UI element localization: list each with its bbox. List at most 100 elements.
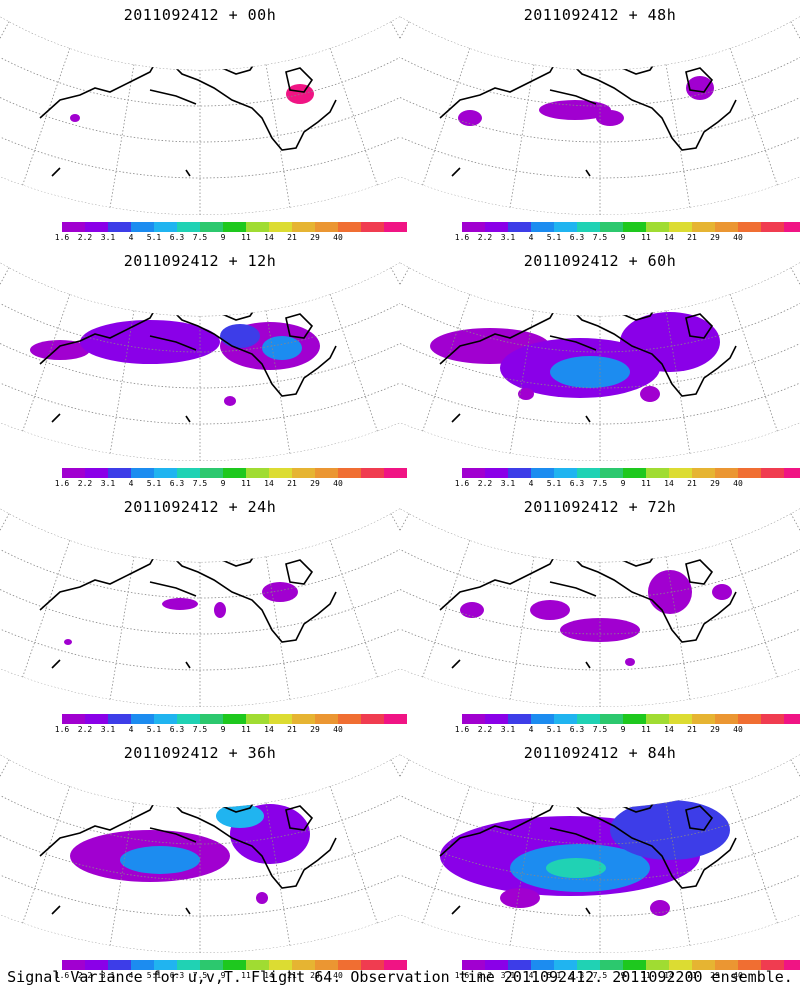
colorbar-tick-label: 29 [310,971,320,980]
latitude-circle [400,533,800,635]
colorbar-tick-label: 40 [733,725,743,734]
forecast-panel: 2011092412 + 12h 1.6 2.2 3.1 4 5.1 6.3 7.5 9 11 14… [0,246,407,488]
colorbar-swatch [761,468,784,478]
meridian-line [329,786,378,924]
colorbar-swatch [646,222,669,232]
colorbar [62,960,407,970]
colorbar-swatch [715,960,738,970]
colorbar-tick-label: 1.6 [54,971,70,980]
meridian-line [729,540,778,678]
colorbar-tick-label: 11 [641,971,651,980]
colorbar-tick-label: 7.5 [192,971,208,980]
colorbar-swatch [531,222,554,232]
colorbar-swatch [623,960,646,970]
colorbar-tick-label: 6.3 [169,479,185,488]
colorbar-swatch [200,222,223,232]
colorbar-swatch [108,222,131,232]
colorbar-swatch [154,222,177,232]
colorbar-tick-label: 4 [528,725,534,734]
colorbar-swatch [761,222,784,232]
colorbar-swatch [784,468,800,478]
colorbar-tick-label: 7.5 [592,479,608,488]
colorbar-swatch [131,222,154,232]
latitude-circle [400,259,800,353]
colorbar-tick-label: 9 [620,971,626,980]
latitude-circle [0,41,400,143]
colorbar-tick-label: 11 [241,233,251,242]
colorbar [62,714,407,724]
colorbar-tick-label: 3.1 [500,479,516,488]
colorbar-tick-label: 14 [264,233,274,242]
panel-title: 2011092412 + 72h [523,498,677,516]
colorbar-swatch [784,960,800,970]
colorbar-tick-labels: 1.6 2.2 3.1 4 5.1 6.3 7.5 9 11 14 21 29 40 [455,233,800,245]
colorbar-tick-label: 21 [687,233,697,242]
colorbar-tick-labels: 1.6 2.2 3.1 4 5.1 6.3 7.5 9 11 14 21 29 40 [55,479,407,491]
forecast-panel: 2011092412 + 00h 1.6 2.2 3.1 4 5.1 6.3 7.5 9 11 14… [0,0,407,242]
colorbar-tick-label: 7.5 [192,725,208,734]
variance-plume [546,858,606,878]
colorbar-swatch [738,960,761,970]
colorbar-tick-label: 9 [620,725,626,734]
polar-stereographic-map [400,492,800,707]
variance-plume [500,888,540,908]
colorbar-tick-label: 3.1 [100,725,116,734]
colorbar-swatch [577,714,600,724]
latitude-circle [0,13,400,107]
colorbar-tick-label: 3.1 [100,971,116,980]
colorbar-tick-labels: 1.6 2.2 3.1 4 5.1 6.3 7.5 9 11 14 21 29 40 [455,725,800,737]
colorbar-swatch [508,714,531,724]
colorbar-swatch [531,960,554,970]
colorbar-tick-label: 11 [641,725,651,734]
colorbar-tick-label: 21 [287,479,297,488]
colorbar [462,714,800,724]
colorbar-swatch [508,222,531,232]
meridian-line [265,64,291,208]
latitude-circle [0,779,400,881]
colorbar-swatch [761,960,784,970]
colorbar-tick-label: 9 [620,479,626,488]
variance-plume [162,598,198,610]
colorbar-tick-label: 6.3 [569,725,585,734]
colorbar-swatch [715,222,738,232]
colorbar-swatch [531,468,554,478]
coastline [39,39,337,177]
colorbar-tick-labels: 1.6 2.2 3.1 4 5.1 6.3 7.5 9 11 14 21 29 40 [55,233,407,245]
colorbar-swatch [738,222,761,232]
colorbar-swatch [623,468,646,478]
colorbar-swatch [462,714,485,724]
colorbar-swatch [200,714,223,724]
colorbar-swatch [646,714,669,724]
colorbar-tick-labels: 1.6 2.2 3.1 4 5.1 6.3 7.5 9 11 14 21 29 40 [455,971,800,983]
meridian-line [729,48,778,186]
colorbar-swatch [292,714,315,724]
colorbar-swatch [338,468,361,478]
colorbar-tick-labels: 1.6 2.2 3.1 4 5.1 6.3 7.5 9 11 14 21 29 40 [55,725,407,737]
colorbar-tick-label: 21 [287,233,297,242]
variance-plume [256,892,268,904]
variance-plume [625,658,635,666]
colorbar-swatch [177,960,200,970]
colorbar-swatch [554,468,577,478]
latitude-circle [0,738,400,809]
variance-plume [70,114,80,122]
forecast-panel: 2011092412 + 60h 1.6 2.2 3.1 4 5.1 6.3 7.5 9 11 14… [400,246,800,488]
polar-stereographic-map [0,246,400,461]
variance-plume [640,386,660,402]
variance-plume [216,804,264,828]
meridian-line [0,513,10,642]
colorbar-swatch [246,960,269,970]
colorbar-tick-label: 1.6 [54,233,70,242]
latitude-circle [0,492,400,563]
colorbar-tick-label: 11 [241,725,251,734]
colorbar-swatch [577,468,600,478]
colorbar-swatch [384,714,407,724]
colorbar-swatch [154,468,177,478]
colorbar-swatch [508,960,531,970]
colorbar-swatch [485,714,508,724]
latitude-circle [400,807,800,917]
latitude-circle [400,492,800,563]
colorbar-tick-label: 21 [287,725,297,734]
colorbar-swatch [384,960,407,970]
latitude-circle [400,779,800,881]
